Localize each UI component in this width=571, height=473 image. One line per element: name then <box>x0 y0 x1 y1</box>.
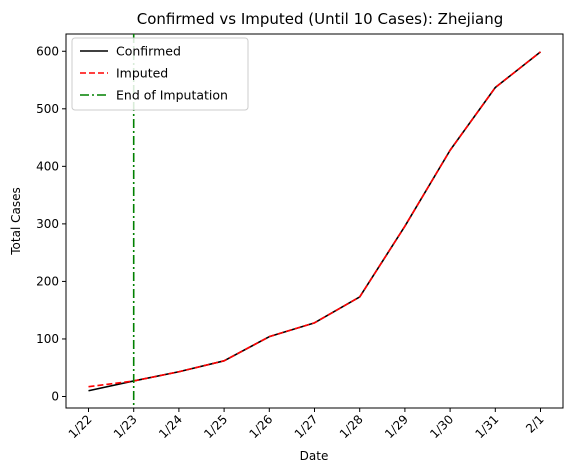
y-tick-label: 500 <box>36 102 59 116</box>
series-line-imputed <box>88 51 541 388</box>
legend-label: Confirmed <box>116 44 181 59</box>
x-tick-label: 1/23 <box>111 412 140 441</box>
y-tick-label: 100 <box>36 332 59 346</box>
series-layer <box>88 34 541 408</box>
y-axis: 0 100 200 300 400 500 600 <box>36 44 66 403</box>
x-tick-label: 1/27 <box>292 412 321 441</box>
x-tick-label: 1/29 <box>382 412 411 441</box>
x-tick-label: 1/22 <box>66 412 95 441</box>
x-axis: 1/22 1/23 1/24 1/25 1/26 1/27 1/28 1/29 1/30 1/31… <box>66 408 547 441</box>
legend-label: End of Imputation <box>116 88 228 103</box>
x-tick-label: 1/30 <box>427 412 456 441</box>
y-tick-label: 600 <box>36 44 59 58</box>
x-axis-label: Date <box>300 449 329 463</box>
y-axis-label: Total Cases <box>9 187 23 255</box>
x-tick-label: 1/26 <box>246 412 275 441</box>
legend-label: Imputed <box>116 66 168 81</box>
y-tick-label: 400 <box>36 159 59 173</box>
legend-box <box>71 37 249 111</box>
x-tick-label: 1/25 <box>201 412 230 441</box>
x-tick-label: 2/1 <box>523 412 547 436</box>
y-tick-label: 300 <box>36 217 59 231</box>
legend: Confirmed Imputed End of Imputation <box>71 37 249 111</box>
x-tick-label: 1/28 <box>337 412 366 441</box>
x-tick-label: 1/31 <box>472 412 501 441</box>
chart-title: Confirmed vs Imputed (Until 10 Cases): Z… <box>137 10 504 28</box>
y-tick-label: 200 <box>36 274 59 288</box>
x-tick-label: 1/24 <box>156 412 185 441</box>
y-tick-label: 0 <box>51 389 59 403</box>
